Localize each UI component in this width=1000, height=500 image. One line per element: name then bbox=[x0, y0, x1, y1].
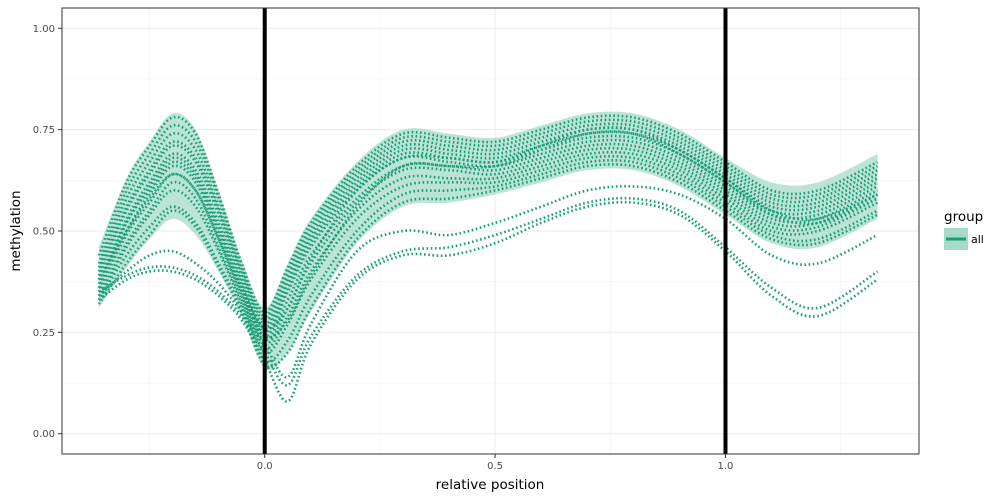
reference-vlines bbox=[262, 8, 728, 454]
y-axis-ticks: 0.00 0.25 0.50 0.75 1.00 bbox=[33, 24, 62, 440]
series-line-9 bbox=[97, 146, 879, 346]
x-tick-label: 1.0 bbox=[718, 461, 734, 472]
series-line-16 bbox=[98, 196, 879, 387]
series-line-17 bbox=[97, 130, 879, 339]
series-line-14 bbox=[98, 184, 879, 379]
y-tick-label: 0.50 bbox=[33, 227, 55, 238]
x-tick-label: 0.0 bbox=[257, 461, 273, 472]
legend-title: group bbox=[944, 209, 983, 225]
series-line-15 bbox=[98, 200, 879, 403]
ribbon-band bbox=[98, 111, 878, 371]
y-tick-label: 0.25 bbox=[33, 328, 55, 339]
y-tick-label: 0.75 bbox=[33, 125, 55, 136]
legend-label-all: all bbox=[971, 233, 984, 246]
series-line-11 bbox=[97, 154, 879, 355]
series-line-4 bbox=[97, 126, 879, 326]
series-line-3 bbox=[97, 122, 879, 322]
series-line-18 bbox=[97, 126, 879, 331]
y-tick-label: 0.00 bbox=[33, 429, 55, 440]
y-axis-title: methylation bbox=[8, 190, 24, 271]
x-axis-ticks: 0.0 0.5 1.0 bbox=[257, 454, 734, 472]
series-line-10 bbox=[97, 150, 879, 350]
series-line-1 bbox=[97, 114, 879, 314]
x-tick-label: 0.5 bbox=[487, 461, 503, 472]
series-line-5 bbox=[97, 130, 879, 330]
legend: group all bbox=[944, 209, 984, 250]
series-line-12 bbox=[97, 159, 879, 364]
confidence-ribbon bbox=[98, 111, 878, 371]
series-line-2 bbox=[97, 118, 879, 318]
series-lines bbox=[97, 114, 879, 403]
y-tick-label: 1.00 bbox=[33, 24, 55, 35]
x-axis-title: relative position bbox=[436, 477, 545, 493]
